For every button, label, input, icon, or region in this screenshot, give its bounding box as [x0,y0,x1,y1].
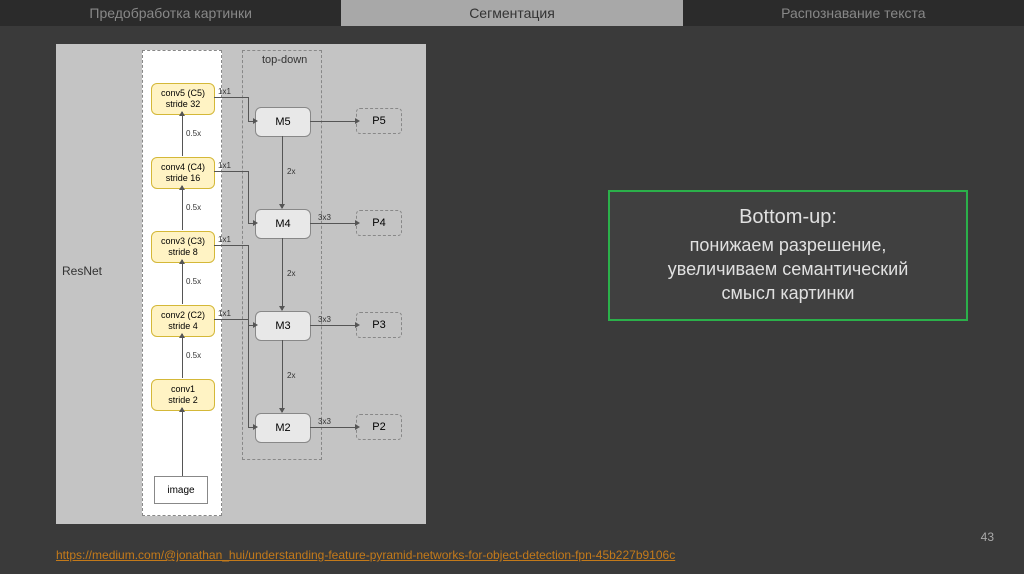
m-node: M5 [255,107,311,137]
callout-line: понижаем разрешение, [620,233,956,257]
page-number: 43 [981,530,994,544]
edge-label: 3x3 [318,315,331,324]
source-link[interactable]: https://medium.com/@jonathan_hui/underst… [56,548,675,562]
callout-box: Bottom-up: понижаем разрешение, увеличив… [608,190,968,321]
fpn-diagram: ResNet bottom-up top-down conv5 (C5)stri… [56,44,426,524]
edge-label: 3x3 [318,417,331,426]
tab-preprocess[interactable]: Предобработка картинки [0,0,341,26]
edge-label: 1x1 [218,309,231,318]
edge-label: 3x3 [318,213,331,222]
edge-label: 2x [287,167,295,176]
callout-line: смысл картинки [620,281,956,305]
tab-bar: Предобработка картинки Сегментация Распо… [0,0,1024,26]
edge-label: 0.5x [186,277,201,286]
edge-label: 1x1 [218,235,231,244]
p-node: P5 [356,108,402,134]
edge-label: 1x1 [218,87,231,96]
p-node: P2 [356,414,402,440]
m-node: M3 [255,311,311,341]
edge-label: 0.5x [186,203,201,212]
callout-title: Bottom-up: [620,206,956,229]
m-node: M4 [255,209,311,239]
p-node: P4 [356,210,402,236]
callout-line: увеличиваем семантический [620,257,956,281]
image-node: image [154,476,208,504]
edge-label: 2x [287,371,295,380]
edge-label: 0.5x [186,129,201,138]
edge-label: 2x [287,269,295,278]
p-node: P3 [356,312,402,338]
edge-label: 0.5x [186,351,201,360]
tab-recognition[interactable]: Распознавание текста [683,0,1024,26]
resnet-label: ResNet [62,264,102,278]
m-node: M2 [255,413,311,443]
edge-label: 1x1 [218,161,231,170]
tab-segmentation[interactable]: Сегментация [341,0,682,26]
